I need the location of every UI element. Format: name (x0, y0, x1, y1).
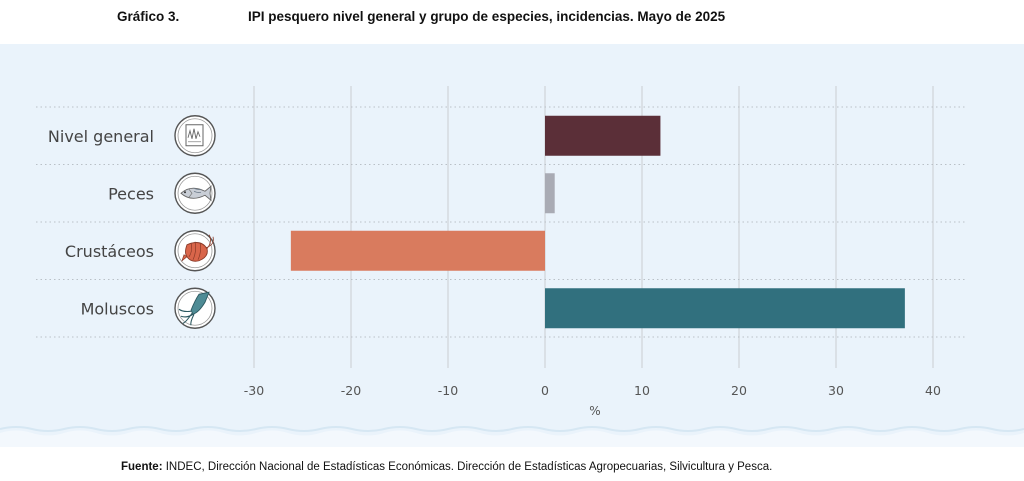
category-label: Moluscos (81, 299, 154, 318)
bar-chart: -30 -20 -10 0 10 20 30 40 Nivel general Peces Cru… (36, 86, 966, 418)
x-tick-label: 10 (634, 383, 650, 398)
chart-title: IPI pesquero nivel general y grupo de es… (248, 9, 726, 24)
x-tick-label: -10 (438, 383, 458, 398)
x-tick-label: 20 (731, 383, 747, 398)
chart-header: Gráfico 3. IPI pesquero nivel general y … (0, 0, 1024, 44)
graph-report-icon (174, 115, 216, 157)
bar-crust-ceos (290, 230, 545, 271)
source-note: Fuente: INDEC, Dirección Nacional de Est… (121, 461, 772, 473)
x-tick-label: 40 (925, 383, 941, 398)
x-tick-label: 30 (828, 383, 844, 398)
x-axis-label: % (589, 404, 600, 418)
fish-icon (174, 172, 216, 214)
x-tick-labels: -30 -20 -10 0 10 20 30 40 (244, 383, 941, 398)
category-label: Peces (108, 184, 154, 203)
source-label: Fuente: (121, 461, 163, 473)
x-tick-label: -20 (341, 383, 361, 398)
source-text: INDEC, Dirección Nacional de Estadística… (165, 461, 773, 473)
bar-moluscos (545, 288, 905, 329)
category-label: Nivel general (48, 127, 154, 146)
figure-number: Gráfico 3. (117, 9, 180, 24)
x-tick-label: 0 (541, 383, 549, 398)
bar-peces (545, 173, 555, 214)
category-label: Crustáceos (65, 242, 154, 261)
x-tick-label: -30 (244, 383, 264, 398)
bar-nivel-general (545, 115, 661, 156)
squid-icon (174, 287, 216, 329)
shrimp-icon (174, 230, 216, 272)
category-labels: Nivel general Peces Crustáceos Moluscos (48, 127, 154, 319)
bars (290, 115, 905, 329)
wave-decoration (0, 426, 1024, 447)
